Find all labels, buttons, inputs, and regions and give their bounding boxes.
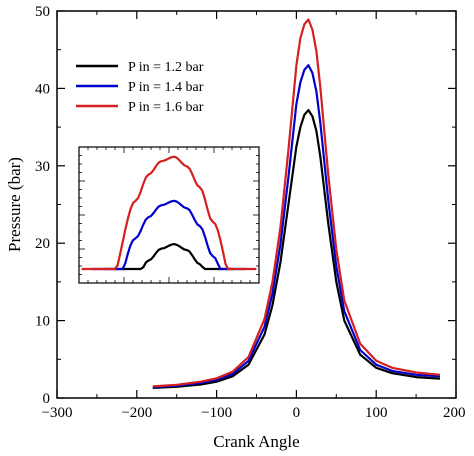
x-axis-title: Crank Angle [213,432,299,451]
legend-label-1: P in = 1.2 bar [128,60,204,75]
y-tick-label: 0 [43,391,51,407]
x-tick-label: −100 [201,405,232,421]
y-tick-label: 30 [35,159,50,175]
x-tick-label: 200 [443,405,466,421]
y-tick-label: 10 [35,314,50,330]
y-tick-label: 50 [35,4,50,20]
y-tick-label: 40 [35,81,50,97]
y-axis-title: Pressure (bar) [5,157,24,252]
axis-ticks: −300 −200 −100 0 100 200 0 10 20 30 40 50 [35,4,466,421]
legend-label-3: P in = 1.6 bar [128,100,204,115]
x-tick-label: −300 [42,405,73,421]
y-tick-label: 20 [35,236,50,252]
series-line-1 [152,108,441,389]
x-tick-label: 0 [293,405,301,421]
x-tick-label: −200 [121,405,152,421]
inset-series-line-3 [81,155,257,271]
series-lines [152,18,441,389]
inset-frame [78,146,260,284]
inset-series-line-2 [91,199,247,271]
legend-label-2: P in = 1.4 bar [128,80,204,95]
x-tick-label: 100 [365,405,388,421]
legend: P in = 1.2 bar P in = 1.4 bar P in = 1.6 b… [76,60,204,115]
inset-series-line-1 [104,243,234,271]
series-line-3 [152,18,441,388]
series-line-2 [152,64,441,389]
inset-zoom [78,146,260,284]
